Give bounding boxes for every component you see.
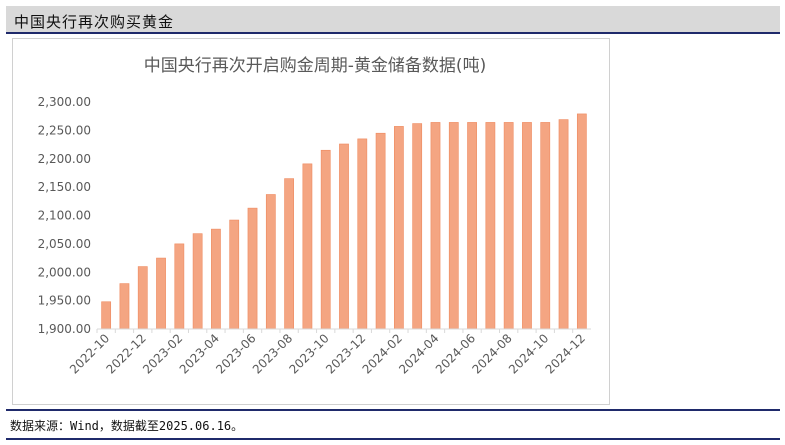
bar-2024-02: [394, 126, 404, 330]
x-tick-label: 2024-12: [543, 331, 588, 376]
footer-divider-top: [6, 409, 780, 411]
bar-2023-09: [302, 163, 313, 330]
bar-2023-06: [247, 207, 258, 330]
bar-2024-05: [448, 122, 459, 330]
bar-2024-06: [467, 122, 477, 330]
y-tick-label: 2,300.00: [38, 95, 91, 109]
y-tick-label: 2,000.00: [38, 265, 91, 279]
bar-2023-08: [284, 178, 294, 330]
bar-2023-11: [339, 143, 349, 330]
gold-reserve-chart: 中国央行再次开启购金周期-黄金储备数据(吨) 1,900.00 1,950.00 2…: [38, 56, 591, 377]
bar-2024-11: [558, 119, 569, 330]
bar-2023-02: [174, 243, 185, 330]
y-axis: 1,900.00 1,950.00 2,000.00 2,050.00 2,100.00…: [38, 95, 91, 336]
chart-title: 中国央行再次开启购金周期-黄金储备数据(吨): [144, 56, 486, 76]
bar-2023-12: [357, 138, 368, 330]
bars-group: [101, 113, 587, 330]
bar-2024-10: [540, 122, 551, 330]
bar-2024-01: [375, 132, 386, 330]
bar-2024-03: [412, 123, 423, 330]
bar-2024-08: [503, 122, 514, 330]
bar-2024-07: [485, 122, 496, 330]
y-tick-label: 2,100.00: [38, 209, 91, 223]
bar-2024-04: [430, 122, 441, 330]
y-tick-label: 2,150.00: [38, 180, 91, 194]
y-tick-label: 1,900.00: [38, 322, 91, 336]
y-tick-label: 1,950.00: [38, 294, 91, 308]
y-tick-label: 2,050.00: [38, 237, 91, 251]
page-title: 中国央行再次购买黄金: [14, 13, 175, 31]
bar-2022-11: [119, 283, 130, 330]
bar-2023-04: [211, 228, 221, 330]
y-tick-label: 2,200.00: [38, 152, 91, 166]
header-bar: 中国央行再次购买黄金: [6, 6, 780, 34]
bar-2024-09: [522, 122, 532, 330]
bar-2023-03: [192, 233, 203, 330]
bar-2023-07: [265, 194, 276, 330]
bar-2022-10: [101, 301, 112, 330]
bar-2024-12: [576, 113, 587, 330]
x-axis: 2022-102022-122023-022023-042023-062023-…: [67, 328, 591, 377]
bar-2023-01: [156, 257, 166, 330]
bar-2023-10: [320, 149, 331, 330]
bar-2022-12: [137, 266, 148, 330]
y-tick-label: 2,250.00: [38, 123, 91, 137]
source-note: 数据来源：Wind，数据截至2025.06.16。: [10, 419, 244, 433]
chart-frame: 中国央行再次开启购金周期-黄金储备数据(吨) 1,900.00 1,950.00 2…: [12, 38, 610, 405]
footer-divider-bottom: [6, 438, 780, 440]
bar-2023-05: [229, 219, 240, 330]
